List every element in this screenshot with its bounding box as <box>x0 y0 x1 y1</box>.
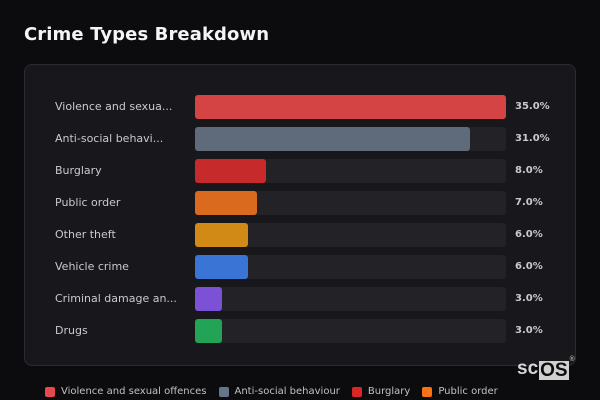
legend-swatch-icon <box>218 386 229 397</box>
chart-legend: Violence and sexual offences Anti-social … <box>45 386 498 397</box>
bar-label: Other theft <box>55 228 116 241</box>
bar-track <box>195 159 506 183</box>
bar-label: Drugs <box>55 324 88 337</box>
bar-fill[interactable] <box>195 159 266 183</box>
bar-value: 3.0% <box>515 293 543 304</box>
bar-fill[interactable] <box>195 95 506 119</box>
bar-row: Drugs 3.0% <box>25 319 575 343</box>
bar-track <box>195 319 506 343</box>
bar-row: Other theft 6.0% <box>25 223 575 247</box>
bar-row: Criminal damage an... 3.0% <box>25 287 575 311</box>
bar-track <box>195 255 506 279</box>
scos-logo: sc OS ® <box>517 356 575 381</box>
logo-prefix: sc <box>517 358 539 379</box>
legend-swatch-icon <box>422 386 433 397</box>
bar-track <box>195 223 506 247</box>
bar-row: Violence and sexua... 35.0% <box>25 95 575 119</box>
bar-track <box>195 287 506 311</box>
legend-item[interactable]: Public order <box>422 386 498 397</box>
chart-title: Crime Types Breakdown <box>24 24 270 45</box>
bar-row: Public order 7.0% <box>25 191 575 215</box>
legend-item[interactable]: Anti-social behaviour <box>218 386 340 397</box>
bar-label: Vehicle crime <box>55 260 129 273</box>
legend-label: Violence and sexual offences <box>61 386 207 397</box>
legend-swatch-icon <box>45 386 55 397</box>
bar-label: Criminal damage an... <box>55 292 177 305</box>
bar-fill[interactable] <box>195 127 470 151</box>
legend-swatch-icon <box>351 386 362 397</box>
logo-highlight: OS <box>539 360 569 381</box>
legend-item[interactable]: Violence and sexual offences <box>45 386 207 397</box>
bar-label: Burglary <box>55 164 102 177</box>
bar-fill[interactable] <box>195 223 248 247</box>
legend-label: Public order <box>438 386 498 397</box>
legend-item[interactable]: Burglary <box>351 386 411 397</box>
bar-row: Vehicle crime 6.0% <box>25 255 575 279</box>
bar-value: 7.0% <box>515 197 543 208</box>
chart-card: Violence and sexua... 35.0% Anti-social be… <box>24 64 576 366</box>
legend-label: Anti-social behaviour <box>234 386 340 397</box>
bar-fill[interactable] <box>195 319 222 343</box>
bar-fill[interactable] <box>195 191 257 215</box>
bar-value: 3.0% <box>515 325 543 336</box>
bar-fill[interactable] <box>195 287 222 311</box>
bar-value: 6.0% <box>515 229 543 240</box>
bar-label: Public order <box>55 196 121 209</box>
bar-track <box>195 127 506 151</box>
bar-fill[interactable] <box>195 255 248 279</box>
bar-row: Anti-social behavi... 31.0% <box>25 127 575 151</box>
legend-label: Burglary <box>367 386 411 397</box>
bar-value: 8.0% <box>515 165 543 176</box>
registered-mark-icon: ® <box>569 356 575 363</box>
bar-value: 31.0% <box>515 133 550 144</box>
bar-track <box>195 191 506 215</box>
bar-label: Violence and sexua... <box>55 100 173 113</box>
bar-row: Burglary 8.0% <box>25 159 575 183</box>
bar-value: 35.0% <box>515 101 550 112</box>
bar-value: 6.0% <box>515 261 543 272</box>
bar-label: Anti-social behavi... <box>55 132 164 145</box>
bar-track <box>195 95 506 119</box>
